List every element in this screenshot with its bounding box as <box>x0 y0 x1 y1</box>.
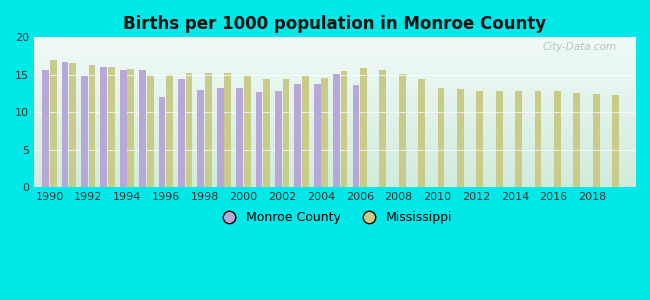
Bar <box>159 97 166 187</box>
Text: City-Data.com: City-Data.com <box>543 42 617 52</box>
Bar <box>275 91 281 187</box>
Bar <box>205 73 212 187</box>
Bar <box>186 73 192 187</box>
Bar <box>139 70 146 187</box>
Bar <box>42 70 49 187</box>
Bar <box>534 91 541 187</box>
Bar <box>593 94 599 187</box>
Bar <box>399 74 406 187</box>
Bar <box>62 62 68 187</box>
Bar <box>70 63 76 187</box>
Bar <box>101 67 107 187</box>
Bar <box>198 90 204 187</box>
Bar <box>217 88 224 187</box>
Bar <box>127 69 134 187</box>
Bar <box>302 76 309 187</box>
Bar <box>255 92 263 187</box>
Legend: Monroe County, Mississippi: Monroe County, Mississippi <box>211 206 458 229</box>
Bar <box>380 70 386 187</box>
Bar <box>263 79 270 187</box>
Bar <box>50 60 57 187</box>
Bar <box>418 79 425 187</box>
Bar <box>515 91 522 187</box>
Bar <box>244 76 250 187</box>
Bar <box>476 91 483 187</box>
Bar <box>236 88 243 187</box>
Bar <box>496 91 502 187</box>
Bar <box>81 76 88 187</box>
Bar <box>283 79 289 187</box>
Bar <box>457 89 464 187</box>
Bar <box>554 91 561 187</box>
Bar <box>120 70 127 187</box>
Bar <box>108 67 115 187</box>
Bar <box>352 85 359 187</box>
Bar <box>314 84 320 187</box>
Bar <box>333 74 340 187</box>
Bar <box>573 93 580 187</box>
Bar <box>147 75 153 187</box>
Bar <box>321 78 328 187</box>
Bar <box>360 68 367 187</box>
Bar <box>88 65 96 187</box>
Bar <box>224 73 231 187</box>
Bar <box>612 95 619 187</box>
Bar <box>166 75 173 187</box>
Bar <box>294 84 301 187</box>
Bar <box>178 79 185 187</box>
Bar <box>437 88 445 187</box>
Title: Births per 1000 population in Monroe County: Births per 1000 population in Monroe Cou… <box>123 15 546 33</box>
Bar <box>341 71 348 187</box>
